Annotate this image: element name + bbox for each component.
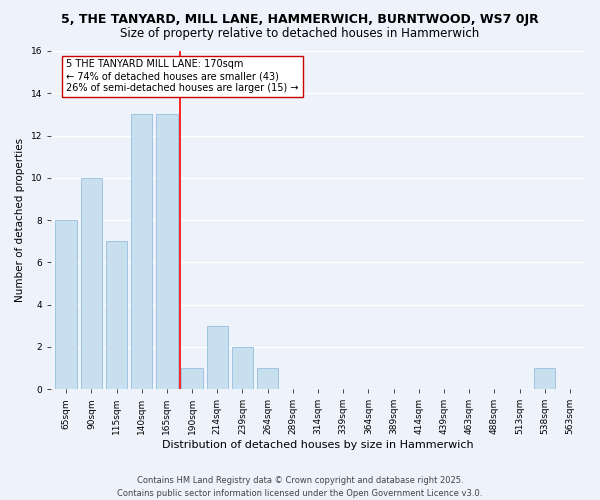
Bar bbox=[206, 326, 228, 389]
Text: Contains HM Land Registry data © Crown copyright and database right 2025.
Contai: Contains HM Land Registry data © Crown c… bbox=[118, 476, 482, 498]
Text: 5, THE TANYARD, MILL LANE, HAMMERWICH, BURNTWOOD, WS7 0JR: 5, THE TANYARD, MILL LANE, HAMMERWICH, B… bbox=[61, 12, 539, 26]
Bar bbox=[232, 347, 253, 389]
Bar bbox=[257, 368, 278, 389]
Bar bbox=[131, 114, 152, 389]
Bar bbox=[55, 220, 77, 389]
Bar bbox=[156, 114, 178, 389]
Y-axis label: Number of detached properties: Number of detached properties bbox=[15, 138, 25, 302]
X-axis label: Distribution of detached houses by size in Hammerwich: Distribution of detached houses by size … bbox=[162, 440, 474, 450]
Bar bbox=[534, 368, 556, 389]
Text: 5 THE TANYARD MILL LANE: 170sqm
← 74% of detached houses are smaller (43)
26% of: 5 THE TANYARD MILL LANE: 170sqm ← 74% of… bbox=[66, 60, 299, 92]
Bar bbox=[181, 368, 203, 389]
Bar bbox=[106, 241, 127, 389]
Text: Size of property relative to detached houses in Hammerwich: Size of property relative to detached ho… bbox=[121, 28, 479, 40]
Bar bbox=[80, 178, 102, 389]
